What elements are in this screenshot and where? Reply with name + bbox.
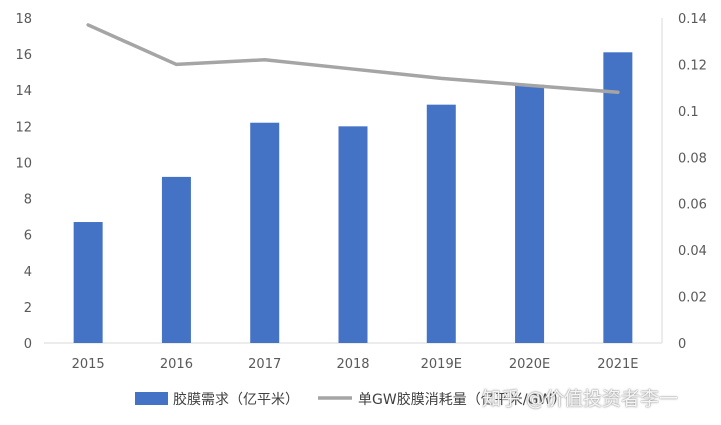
bar-series	[73, 52, 633, 344]
x-axis-ticks: 2015 2016 2017 2018 2019E 2020E 2021E	[72, 357, 639, 372]
bar-2016	[161, 176, 191, 343]
x-tick-label: 2019E	[421, 357, 462, 372]
bar-2019E	[426, 104, 456, 344]
right-tick-label: 0.06	[678, 198, 707, 213]
bar-2020E	[515, 84, 545, 344]
x-tick-label: 2020E	[509, 357, 550, 372]
left-tick-label: 4	[24, 265, 32, 280]
right-tick-label: 0.08	[678, 151, 707, 166]
right-tick-label: 0.04	[678, 244, 707, 259]
left-tick-label: 10	[15, 156, 32, 171]
left-tick-label: 8	[24, 193, 32, 208]
watermark: 知乎 @价值投资者李一	[482, 388, 679, 410]
right-axis-ticks: 0 0.02 0.04 0.06 0.08 0.1 0.12 0.14	[678, 12, 707, 352]
right-tick-label: 0.1	[678, 105, 699, 120]
x-tick-label: 2018	[336, 357, 369, 372]
legend: 胶膜需求（亿平米） 单GW胶膜消耗量（亿平米/GW）	[135, 391, 566, 408]
left-tick-label: 0	[24, 337, 32, 352]
legend-swatch-bar	[135, 392, 168, 405]
bar-2021E	[603, 52, 633, 344]
left-tick-label: 2	[24, 301, 32, 316]
left-tick-label: 16	[15, 48, 32, 63]
x-tick-label: 2015	[72, 357, 105, 372]
right-tick-label: 0.02	[678, 291, 707, 306]
right-tick-label: 0.12	[678, 58, 707, 73]
bar-2017	[250, 122, 280, 343]
left-tick-label: 6	[24, 229, 32, 244]
left-tick-label: 14	[15, 84, 32, 99]
line-path	[86, 23, 620, 95]
left-tick-label: 18	[15, 12, 32, 27]
x-tick-label: 2021E	[597, 357, 638, 372]
legend-label-line: 单GW胶膜消耗量（亿平米/GW）	[358, 391, 566, 408]
left-axis-ticks: 0 2 4 6 8 10 12 14 16 18	[15, 12, 32, 352]
legend-label-bar: 胶膜需求（亿平米）	[173, 391, 299, 408]
right-tick-label: 0	[678, 337, 686, 352]
left-tick-label: 12	[15, 120, 32, 135]
bar-2018	[338, 126, 368, 343]
line-series	[86, 23, 620, 95]
bar-2015	[73, 222, 103, 343]
right-tick-label: 0.14	[678, 12, 707, 27]
x-tick-label: 2016	[160, 357, 193, 372]
x-tick-label: 2017	[248, 357, 281, 372]
